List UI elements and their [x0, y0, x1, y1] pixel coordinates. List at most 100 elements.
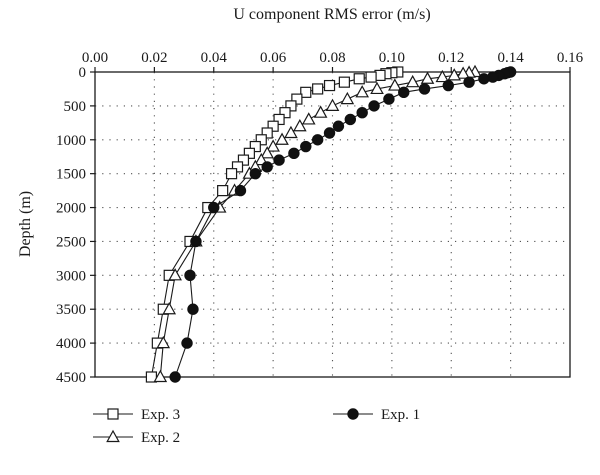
legend-label-exp-2: Exp. 2: [141, 430, 180, 446]
x-tick-label: 0.10: [379, 50, 405, 66]
data-point-exp-2: [254, 152, 269, 166]
legend-item-exp-1: Exp. 1: [333, 407, 420, 423]
x-tick-label: 0.08: [319, 50, 345, 66]
data-point-exp-2: [388, 78, 402, 91]
data-point-exp-3: [243, 147, 255, 159]
legend-label-exp-1: Exp. 1: [381, 407, 420, 423]
y-tick-label: 500: [64, 99, 87, 115]
x-tick-label: 0.16: [557, 50, 584, 66]
data-point-exp-1: [442, 79, 454, 92]
series-layer: [145, 64, 517, 383]
x-tick-label: 0.00: [82, 50, 108, 66]
data-point-exp-1: [383, 93, 395, 105]
x-tick-label: 0.14: [498, 50, 525, 66]
data-point-exp-3: [261, 127, 273, 139]
data-point-exp-1: [463, 76, 475, 88]
data-point-exp-3: [285, 100, 297, 112]
y-tick-label: 3000: [56, 268, 86, 284]
data-point-exp-2: [156, 335, 171, 349]
data-point-exp-3: [300, 86, 312, 98]
y-tick-label: 1500: [56, 167, 86, 183]
data-point-exp-1: [184, 269, 196, 282]
legend-marker-exp-1: [347, 408, 359, 420]
data-point-exp-2: [266, 139, 280, 152]
data-point-exp-2: [340, 91, 355, 105]
data-point-exp-1: [288, 147, 300, 160]
data-point-exp-1: [332, 120, 345, 132]
x-axis-title: U component RMS error (m/s): [233, 6, 430, 23]
data-point-exp-1: [356, 106, 368, 119]
data-point-exp-1: [261, 161, 273, 173]
data-point-exp-2: [370, 81, 384, 95]
data-point-exp-2: [153, 369, 168, 383]
series-line-exp-1: [174, 71, 511, 378]
data-point-exp-3: [249, 140, 261, 153]
legend-marker-exp-2: [106, 429, 120, 443]
x-tick-label: 0.12: [438, 50, 464, 66]
data-point-exp-2: [435, 69, 450, 83]
data-point-exp-1: [273, 154, 285, 166]
data-point-exp-3: [312, 83, 324, 95]
data-point-exp-2: [260, 146, 275, 159]
y-tick-label: 0: [79, 65, 87, 81]
y-axis-ticks: 0 500 1000 1500 2000 2500 3000 3500 4000 4500: [56, 65, 95, 386]
data-point-exp-1: [208, 201, 220, 214]
data-point-exp-1: [300, 140, 312, 153]
x-tick-label: 0.02: [141, 50, 167, 66]
y-axis-title: Depth (m): [17, 191, 34, 257]
data-point-exp-3: [353, 73, 365, 85]
data-point-exp-3: [225, 168, 238, 180]
data-point-exp-2: [420, 71, 435, 84]
data-point-exp-1: [234, 184, 247, 197]
legend-label-exp-3: Exp. 3: [141, 407, 180, 423]
data-point-exp-1: [169, 371, 181, 383]
data-point-exp-3: [323, 79, 336, 92]
data-point-exp-3: [217, 185, 229, 197]
data-point-exp-1: [344, 113, 357, 126]
data-point-exp-3: [255, 134, 267, 146]
data-point-exp-1: [249, 167, 262, 180]
series-exp-1: [169, 66, 517, 383]
grid: [95, 72, 570, 377]
data-point-exp-3: [338, 76, 350, 88]
data-point-exp-1: [368, 100, 380, 112]
y-tick-label: 1000: [56, 133, 86, 149]
data-point-exp-2: [168, 268, 182, 281]
x-tick-label: 0.06: [260, 50, 287, 66]
data-point-exp-2: [313, 105, 328, 118]
data-point-exp-2: [447, 68, 462, 81]
data-point-exp-1: [418, 83, 431, 95]
y-tick-label: 2500: [56, 234, 86, 250]
data-point-exp-1: [398, 86, 410, 99]
data-point-exp-2: [293, 118, 307, 132]
y-tick-label: 4500: [56, 370, 86, 386]
data-point-exp-1: [311, 134, 324, 146]
y-tick-label: 3500: [56, 302, 86, 318]
legend-item-exp-2: Exp. 2: [93, 429, 180, 446]
data-point-exp-2: [405, 74, 420, 88]
legend: Exp. 3 Exp. 2 Exp. 1: [93, 407, 420, 446]
data-point-exp-2: [355, 85, 370, 98]
x-tick-label: 0.04: [201, 50, 228, 66]
legend-item-exp-3: Exp. 3: [93, 407, 180, 423]
data-point-exp-1: [187, 303, 199, 315]
data-point-exp-3: [365, 71, 377, 83]
y-tick-label: 2000: [56, 201, 86, 217]
data-point-exp-3: [237, 154, 250, 166]
data-point-exp-1: [323, 127, 336, 139]
y-tick-label: 4000: [56, 336, 86, 352]
data-point-exp-3: [267, 120, 279, 132]
data-point-exp-2: [162, 301, 177, 315]
data-point-exp-2: [456, 66, 470, 79]
data-point-exp-3: [273, 113, 285, 126]
data-point-exp-1: [478, 73, 490, 85]
data-point-exp-2: [325, 98, 340, 111]
data-point-exp-2: [301, 112, 316, 125]
data-point-exp-1: [181, 337, 193, 349]
series-exp-2: [153, 64, 482, 383]
data-point-exp-2: [284, 125, 298, 139]
data-point-exp-1: [190, 235, 202, 248]
data-point-exp-3: [291, 93, 303, 105]
legend-marker-exp-3: [107, 408, 119, 420]
